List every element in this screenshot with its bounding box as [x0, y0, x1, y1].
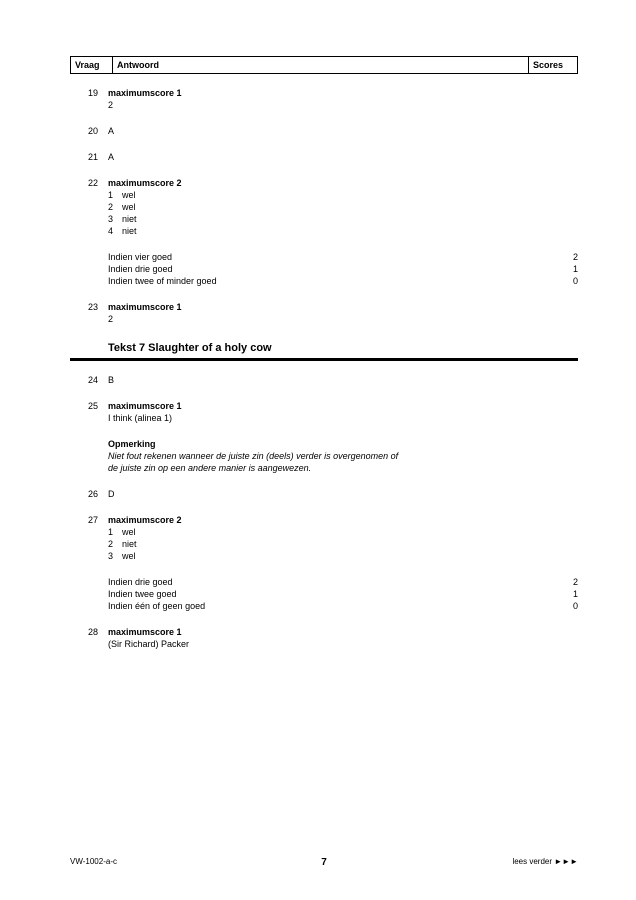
q27-scoring3: Indien één of geen goed: [108, 601, 558, 611]
q26-num: 26: [70, 489, 108, 499]
q22-item3-v: niet: [122, 214, 137, 224]
q21-answer: A: [108, 152, 558, 162]
q27-num: 27: [70, 515, 108, 525]
q27-scoring3-s: 0: [558, 601, 578, 611]
q19-num: 19: [70, 88, 108, 98]
q23-label: maximumscore 1: [108, 302, 558, 312]
q27-scoring2: Indien twee goed: [108, 589, 558, 599]
question-23: 23 maximumscore 1: [70, 302, 578, 312]
q25-note-label: Opmerking: [108, 439, 558, 449]
q25-label: maximumscore 1: [108, 401, 558, 411]
page: Vraag Antwoord Scores 19 maximumscore 1 …: [0, 0, 636, 900]
section-title: Tekst 7 Slaughter of a holy cow: [70, 342, 578, 354]
content: 19 maximumscore 1 2 20 A 21 A 22 maximum…: [70, 88, 578, 840]
q22-scoring2-s: 1: [558, 264, 578, 274]
q22-label: maximumscore 2: [108, 178, 558, 188]
header-col-scores: Scores: [529, 57, 577, 73]
q20-num: 20: [70, 126, 108, 136]
q22-item2-n: 2: [108, 202, 122, 212]
question-28: 28 maximumscore 1: [70, 627, 578, 637]
q27-scoring1-s: 2: [558, 577, 578, 587]
question-27: 27 maximumscore 2: [70, 515, 578, 525]
q22-scoring2: Indien drie goed: [108, 264, 558, 274]
footer-page-num: 7: [70, 857, 578, 868]
q27-label: maximumscore 2: [108, 515, 558, 525]
q25-line2: I think (alinea 1): [108, 413, 558, 423]
q22-scoring1-s: 2: [558, 252, 578, 262]
q22-scoring3-s: 0: [558, 276, 578, 286]
q22-scoring3: Indien twee of minder goed: [108, 276, 558, 286]
question-20: 20 A: [70, 126, 578, 136]
q27-item3-n: 3: [108, 551, 122, 561]
question-26: 26 D: [70, 489, 578, 499]
q28-label: maximumscore 1: [108, 627, 558, 637]
q20-answer: A: [108, 126, 558, 136]
q28-num: 28: [70, 627, 108, 637]
q27-scoring1: Indien drie goed: [108, 577, 558, 587]
q25-num: 25: [70, 401, 108, 411]
q26-answer: D: [108, 489, 558, 499]
footer: VW-1002-a-c 7 lees verder ►►►: [70, 857, 578, 866]
q25-note2: de juiste zin op een andere manier is aa…: [108, 463, 558, 473]
q23-line2: 2: [108, 314, 558, 324]
q22-num: 22: [70, 178, 108, 188]
q22-item1-n: 1: [108, 190, 122, 200]
q19-line2: 2: [108, 100, 558, 110]
question-19: 19 maximumscore 1: [70, 88, 578, 98]
q22-item1-v: wel: [122, 190, 136, 200]
q24-answer: B: [108, 375, 558, 385]
question-24: 24 B: [70, 375, 578, 385]
q22-item4-n: 4: [108, 226, 122, 236]
q27-item2-v: niet: [122, 539, 137, 549]
q22-item3-n: 3: [108, 214, 122, 224]
q27-item3-v: wel: [122, 551, 136, 561]
question-21: 21 A: [70, 152, 578, 162]
q22-scoring1: Indien vier goed: [108, 252, 558, 262]
q22-item4-v: niet: [122, 226, 137, 236]
q24-num: 24: [70, 375, 108, 385]
q28-line2: (Sir Richard) Packer: [108, 639, 558, 649]
question-22: 22 maximumscore 2: [70, 178, 578, 188]
header-col-antwoord: Antwoord: [113, 57, 529, 73]
q22-item2-v: wel: [122, 202, 136, 212]
header-col-vraag: Vraag: [71, 57, 113, 73]
q27-item1-n: 1: [108, 527, 122, 537]
header-bar: Vraag Antwoord Scores: [70, 56, 578, 74]
q21-num: 21: [70, 152, 108, 162]
q23-num: 23: [70, 302, 108, 312]
section-rule: [70, 358, 578, 361]
q27-item2-n: 2: [108, 539, 122, 549]
q25-note1: Niet fout rekenen wanneer de juiste zin …: [108, 451, 558, 461]
q27-item1-v: wel: [122, 527, 136, 537]
q27-scoring2-s: 1: [558, 589, 578, 599]
q19-label: maximumscore 1: [108, 88, 558, 98]
question-25: 25 maximumscore 1: [70, 401, 578, 411]
